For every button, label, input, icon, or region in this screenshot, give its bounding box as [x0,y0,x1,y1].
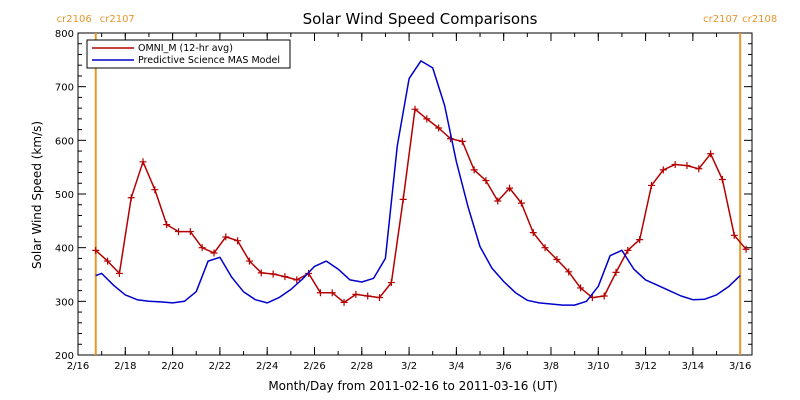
data-point-omni [245,257,253,265]
data-point-omni [742,245,750,253]
data-point-omni [423,115,431,123]
data-point-omni [340,298,348,306]
data-point-omni [636,236,644,244]
x-tick-label: 2/20 [161,361,183,372]
y-tick-label: 300 [55,297,74,308]
data-point-omni [671,160,679,168]
data-point-omni [435,124,443,132]
data-point-omni [293,276,301,284]
x-tick-label: 3/6 [496,361,512,372]
x-tick-label: 2/22 [209,361,231,372]
x-tick-label: 3/8 [543,361,559,372]
x-tick-label: 3/2 [401,361,417,372]
y-tick-label: 400 [55,244,74,255]
x-tick-label: 3/14 [682,361,704,372]
data-point-omni [222,233,230,241]
data-point-omni [577,284,585,292]
x-axis-label: Month/Day from 2011-02-16 to 2011-03-16 … [268,379,557,393]
y-tick-label: 800 [55,29,74,40]
series-line-mas [95,60,741,306]
x-tick-label: 2/26 [303,361,325,372]
data-point-omni [647,181,655,189]
data-point-omni [115,269,123,277]
data-point-omni [482,177,490,185]
y-tick-label: 600 [55,136,74,147]
carrington-label: cr2108 [742,14,777,25]
data-point-omni [316,289,324,297]
data-point-omni [352,290,360,298]
data-point-omni [600,292,608,300]
data-point-omni [175,228,183,236]
data-point-omni [127,194,135,202]
data-point-omni [659,166,667,174]
data-point-omni [707,150,715,158]
y-tick-label: 200 [55,351,74,362]
x-tick-label: 2/24 [256,361,278,372]
data-point-omni [411,105,419,113]
data-point-omni [399,195,407,203]
data-point-omni [387,279,395,287]
data-point-omni [269,270,277,278]
data-point-omni [163,221,171,229]
data-point-omni [529,229,537,237]
data-point-omni [553,255,561,263]
data-point-omni [517,199,525,207]
x-tick-label: 3/10 [587,361,609,372]
x-tick-label: 2/28 [351,361,373,372]
data-point-omni [364,292,372,300]
plot-area: 200 300 400 500 600 700 800 2/16 2/18 2/20 2/22 2/2… [55,14,777,372]
carrington-label: cr2107 [100,14,135,25]
x-tick-label: 3/16 [729,361,751,372]
legend: OMNI_M (12-hr avg) Predictive Science MA… [86,39,291,69]
data-point-omni [612,268,620,276]
carrington-label: cr2106 [57,14,92,25]
series-line-omni [95,108,747,304]
y-tick-label: 500 [55,190,74,201]
data-point-omni [730,231,738,239]
data-point-omni [186,228,194,236]
data-point-omni [470,166,478,174]
data-point-omni [257,269,265,277]
data-point-omni [328,289,336,297]
data-point-omni [718,176,726,184]
data-point-omni [458,137,466,145]
carrington-label: cr2107 [703,14,738,25]
data-point-omni [198,244,206,252]
data-point-omni [624,246,632,254]
y-axis-label: Solar Wind Speed (km/s) [30,121,44,269]
data-point-omni [683,162,691,170]
data-point-omni [210,249,218,257]
data-point-omni [234,237,242,245]
data-point-omni [565,268,573,276]
legend-label-omni: OMNI_M (12-hr avg) [138,43,233,54]
data-point-omni [104,257,112,265]
chart-title: Solar Wind Speed Comparisons [303,10,538,28]
data-point-omni [494,197,502,205]
legend-label-mas: Predictive Science MAS Model [138,55,280,66]
y-tick-label: 700 [55,83,74,94]
legend-box [86,39,291,69]
data-point-omni [695,165,703,173]
data-point-omni [506,184,514,192]
x-tick-label: 3/4 [448,361,464,372]
x-tick-label: 3/12 [634,361,656,372]
x-tick-label: 2/16 [67,361,89,372]
data-point-omni [281,273,289,281]
x-tick-label: 2/18 [114,361,136,372]
data-point-omni [151,186,159,194]
data-point-omni [139,158,147,166]
data-point-omni [376,294,384,302]
data-point-omni [92,246,100,254]
data-point-omni [541,244,549,252]
